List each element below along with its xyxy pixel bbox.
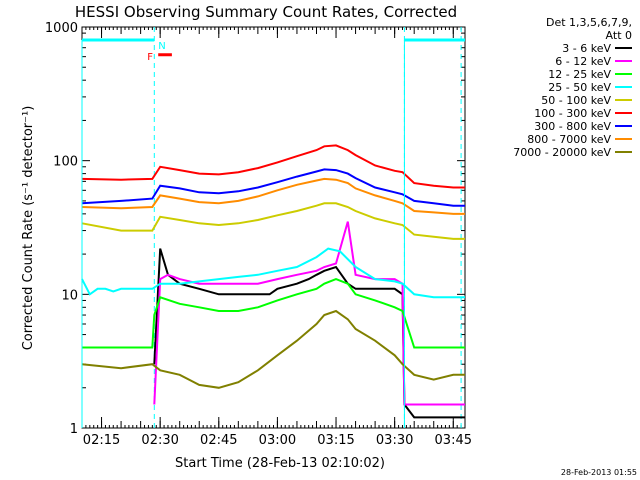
x-tick-label: 02:45 [200,433,237,448]
x-axis-label: Start Time (28-Feb-13 02:10:02) [175,456,385,471]
series-line [81,144,465,189]
y-axis-label: Corrected Count Rate (s⁻¹ detector⁻¹) [21,106,36,351]
legend-label: 6 - 12 keV [555,55,611,68]
night-flag-label: N [158,41,165,52]
legend-header-line-1: Det 1,3,5,6,7,9, [546,16,632,29]
x-tick-label: 02:30 [141,433,178,448]
legend-label: 25 - 50 keV [548,81,611,94]
flare-flag-label: F [147,52,153,63]
x-tick-label: 03:00 [259,433,296,448]
legend-header-line-2: Att 0 [606,29,632,42]
legend-label: 12 - 25 keV [548,68,611,81]
legend-label: 3 - 6 keV [562,42,611,55]
x-tick-label: 03:30 [376,433,413,448]
legend-label: 100 - 300 keV [534,107,611,120]
series-line [81,168,465,207]
series-line [81,309,465,389]
series-line [81,247,465,299]
legend-label: 7000 - 20000 keV [513,146,611,159]
plot-area: 1 10 100 1000 02:15 02:30 02:45 03:00 03:15 03:30… [45,21,472,448]
x-tick-label: 03:45 [435,433,472,448]
series-line [81,202,465,240]
chart-title: HESSI Observing Summary Count Rates, Cor… [75,3,457,21]
y-tick-label: 1 [70,422,78,437]
series-line [153,221,465,406]
y-tick-label: 10 [61,288,78,303]
y-tick-label: 1000 [45,21,78,36]
legend-label: 50 - 100 keV [541,94,611,107]
series-line [81,177,465,215]
x-tick-label: 02:15 [83,433,120,448]
legend-label: 300 - 800 keV [534,120,611,133]
y-tick-label: 100 [53,155,78,170]
legend-label: 800 - 7000 keV [527,133,611,146]
x-tick-label: 03:15 [317,433,354,448]
series-line [153,248,465,419]
timestamp: 28-Feb-2013 01:55 [561,468,637,477]
